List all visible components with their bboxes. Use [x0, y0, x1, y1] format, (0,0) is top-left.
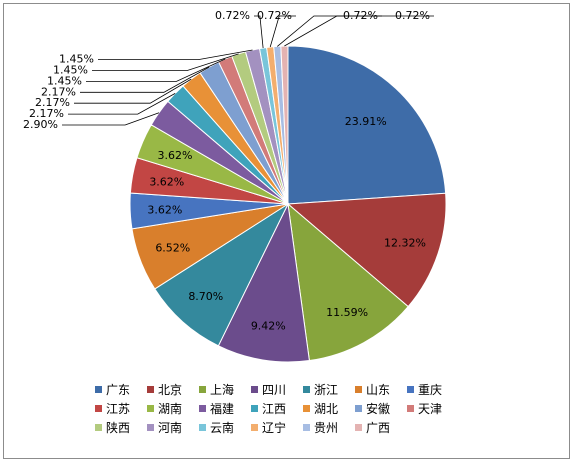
legend-item-8: 江苏	[95, 402, 130, 416]
data-label-6: 6.52%	[155, 242, 190, 255]
legend-label-14: 天津	[418, 402, 442, 416]
legend-label-7: 重庆	[418, 383, 442, 397]
legend-swatch-18	[251, 424, 258, 431]
legend-label-19: 贵州	[314, 421, 338, 435]
legend-swatch-7	[407, 386, 414, 393]
legend-label-15: 陕西	[106, 420, 130, 435]
legend-swatch-5	[303, 386, 310, 393]
legend-item-9: 湖南	[147, 401, 182, 416]
data-label-13: 2.17%	[41, 85, 76, 98]
data-labels: 23.91% 12.32% 11.59% 9.42% 8.70% 6.52% 3.62% 3.…	[23, 9, 434, 333]
leader-line-14	[86, 58, 226, 82]
pie-slices	[129, 45, 447, 363]
legend-item-15: 陕西	[95, 420, 130, 435]
legend-item-6: 山东	[355, 383, 390, 397]
leader-line-10	[62, 112, 160, 126]
data-label-17: 0.72%	[215, 9, 250, 22]
legend-item-18: 辽宁	[251, 420, 286, 435]
legend-item-2: 北京	[147, 383, 182, 397]
data-label-4: 9.42%	[251, 320, 286, 333]
data-label-2: 12.32%	[384, 237, 426, 250]
pie-slice-4	[217, 202, 310, 363]
legend-label-3: 上海	[210, 382, 234, 397]
legend-item-12: 湖北	[303, 401, 338, 416]
leader-line-13	[80, 66, 210, 93]
legend-swatch-1	[95, 386, 102, 393]
legend-label-9: 湖南	[158, 401, 182, 416]
legend-item-3: 上海	[199, 382, 234, 397]
data-label-18: 0.72%	[257, 9, 292, 22]
legend-item-10: 福建	[199, 401, 234, 416]
legend-swatch-14	[407, 405, 414, 412]
data-label-12: 2.17%	[35, 96, 70, 109]
legend-item-13: 安徽	[355, 401, 390, 416]
legend-item-11: 江西	[251, 402, 286, 416]
pie-slice-3	[287, 202, 409, 362]
leader-line-17	[254, 15, 264, 49]
legend-label-2: 北京	[158, 383, 182, 397]
data-label-1: 23.91%	[345, 115, 387, 128]
legend-label-6: 山东	[366, 383, 390, 397]
legend-item-19: 贵州	[303, 421, 338, 435]
legend-swatch-9	[147, 405, 154, 412]
legend-item-4: 四川	[251, 383, 286, 397]
data-label-11: 2.17%	[29, 107, 64, 120]
legend-swatch-6	[355, 386, 362, 393]
legend-item-5: 浙江	[303, 383, 338, 397]
legend-label-1: 广东	[106, 383, 130, 397]
legend-item-7: 重庆	[407, 383, 442, 397]
legend-label-16: 河南	[158, 420, 182, 435]
leader-line-16	[98, 49, 253, 60]
data-label-15: 1.45%	[53, 64, 88, 77]
legend-swatch-4	[251, 386, 258, 393]
leader-line-18	[269, 15, 296, 48]
legend-label-13: 安徽	[366, 401, 390, 416]
legend-label-8: 江苏	[106, 402, 130, 416]
pie-slice-2	[286, 192, 447, 308]
legend-item-20: 广西	[355, 421, 390, 435]
legend-swatch-13	[355, 405, 362, 412]
data-label-9: 3.62%	[158, 149, 193, 162]
leader-line-12	[74, 78, 192, 104]
legend-item-17: 云南	[199, 420, 234, 435]
data-label-10: 2.90%	[23, 118, 58, 131]
data-label-19: 0.72%	[343, 9, 378, 22]
legend-item-1: 广东	[95, 383, 130, 397]
legend-label-17: 云南	[210, 420, 234, 435]
legend-swatch-2	[147, 386, 154, 393]
legend-swatch-8	[95, 405, 102, 412]
legend-label-20: 广西	[366, 421, 390, 435]
legend-item-16: 河南	[147, 420, 182, 435]
legend-swatch-20	[355, 424, 362, 431]
legend-label-10: 福建	[210, 401, 234, 416]
leader-line-20	[284, 15, 434, 47]
legend-swatch-17	[199, 424, 206, 431]
data-label-3: 11.59%	[326, 306, 368, 319]
legend-swatch-15	[95, 424, 102, 431]
legend-swatch-10	[199, 405, 206, 412]
legend-label-12: 湖北	[314, 401, 338, 416]
pie-slice-1	[287, 45, 447, 205]
data-label-5: 8.70%	[188, 290, 223, 303]
data-label-16: 1.45%	[59, 53, 94, 66]
pie-slice-5	[154, 202, 290, 347]
legend-swatch-16	[147, 424, 154, 431]
legend-swatch-19	[303, 424, 310, 431]
legend-label-11: 江西	[262, 402, 286, 416]
legend-label-4: 四川	[262, 383, 286, 397]
legend-swatch-12	[303, 405, 310, 412]
data-label-7: 3.62%	[147, 203, 182, 216]
data-label-20: 0.72%	[395, 9, 430, 22]
leader-line-11	[68, 93, 176, 115]
leader-line-15	[92, 53, 239, 71]
legend-label-18: 辽宁	[262, 420, 286, 435]
legend-label-5: 浙江	[314, 383, 338, 397]
legend-swatch-11	[251, 405, 258, 412]
legend-item-14: 天津	[407, 402, 442, 416]
data-label-8: 3.62%	[149, 176, 184, 189]
legend-swatch-3	[199, 386, 206, 393]
data-label-14: 1.45%	[47, 74, 82, 87]
